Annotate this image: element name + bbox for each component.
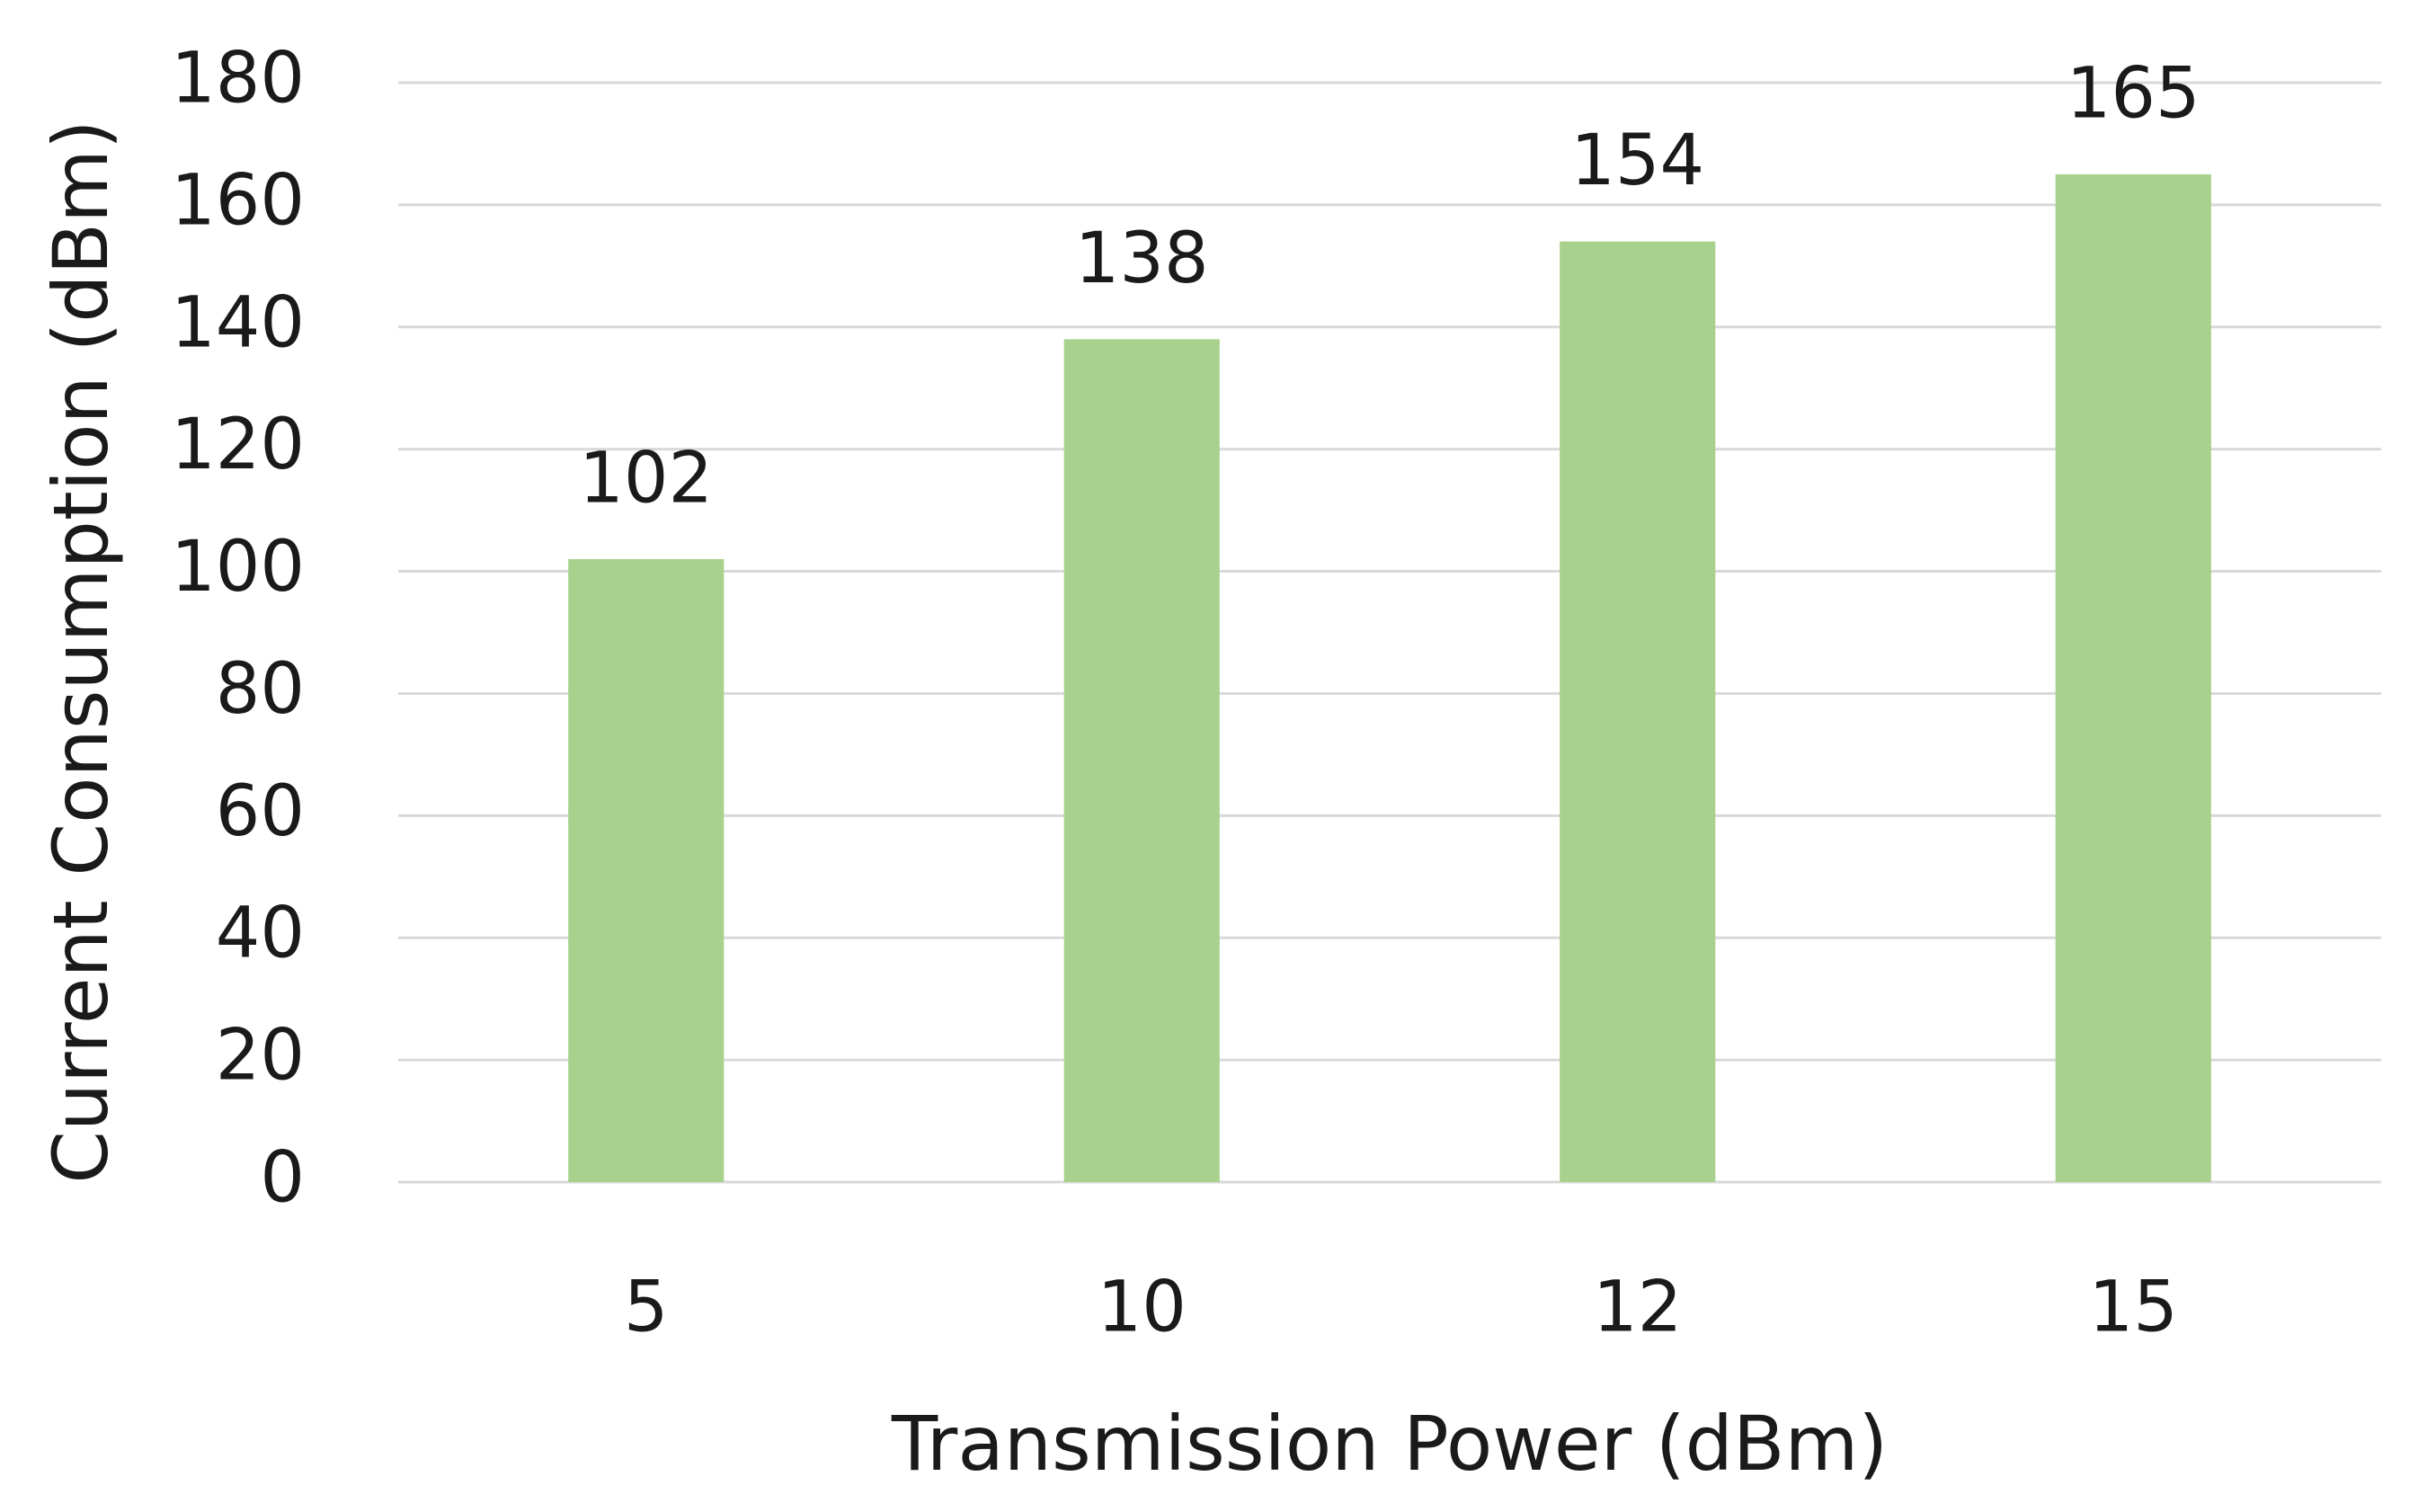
x-tick-label: 15: [2089, 1267, 2178, 1347]
data-label: 138: [1075, 218, 1209, 299]
y-tick-label: 100: [171, 527, 305, 608]
bar: [1063, 339, 1220, 1182]
bar: [568, 558, 725, 1182]
x-tick-label: 10: [1098, 1267, 1187, 1347]
bar: [2055, 173, 2211, 1183]
y-tick-label: 80: [216, 649, 305, 730]
x-axis-title: Transmission Power (dBm): [891, 1400, 1888, 1488]
y-tick-label: 20: [216, 1016, 305, 1097]
y-tick-label: 120: [171, 405, 305, 485]
y-tick-label: 180: [171, 38, 305, 119]
y-tick-label: 40: [216, 894, 305, 974]
y-tick-label: 140: [171, 282, 305, 363]
y-tick-label: 60: [216, 771, 305, 852]
data-label: 154: [1570, 120, 1704, 201]
bar: [1560, 241, 1716, 1183]
y-axis-title: Current Consumption (dBm): [37, 120, 125, 1184]
x-tick-label: 5: [624, 1267, 669, 1347]
y-tick-label: 0: [260, 1137, 305, 1218]
x-tick-label: 12: [1593, 1267, 1682, 1347]
data-label: 165: [2067, 53, 2200, 134]
y-tick-label: 160: [171, 160, 305, 241]
data-label: 102: [579, 438, 713, 519]
